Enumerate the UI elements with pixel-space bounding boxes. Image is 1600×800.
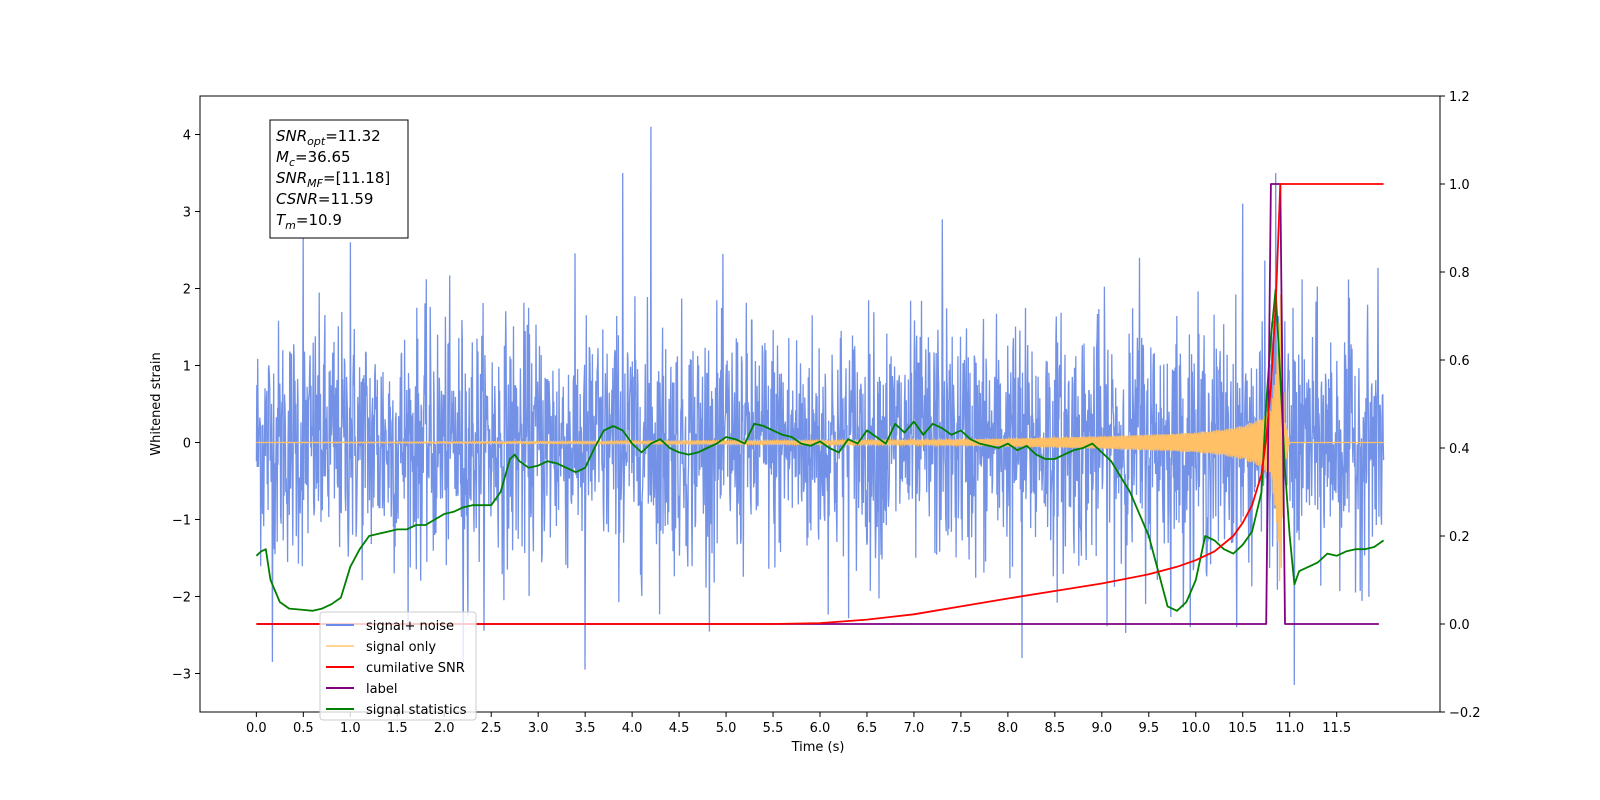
x-tick-label: 0.0 bbox=[246, 721, 267, 736]
y-right-tick-label: 0.8 bbox=[1449, 266, 1470, 281]
legend-label: cumilative SNR bbox=[366, 661, 465, 676]
y-left-tick-label: 4 bbox=[183, 129, 191, 144]
y-right-tick-label: 0.2 bbox=[1449, 530, 1470, 545]
y-left-tick-label: −3 bbox=[172, 668, 191, 683]
x-tick-label: 8.0 bbox=[998, 721, 1019, 736]
annotation-line: Tm=10.9 bbox=[276, 211, 342, 232]
legend-label: label bbox=[366, 682, 397, 697]
x-tick-label: 3.0 bbox=[528, 721, 549, 736]
x-tick-label: 1.5 bbox=[387, 721, 408, 736]
y-left-tick-label: 2 bbox=[183, 283, 191, 298]
annotation-box: SNRopt=11.32Mc=36.65SNRMF=[11.18]CSNR=11… bbox=[269, 119, 409, 239]
x-tick-label: 10.5 bbox=[1228, 721, 1257, 736]
x-tick-label: 1.0 bbox=[340, 721, 361, 736]
x-tick-label: 2.0 bbox=[434, 721, 455, 736]
plot-series bbox=[255, 126, 1385, 686]
x-tick-label: 0.5 bbox=[293, 721, 314, 736]
x-tick-label: 11.5 bbox=[1322, 721, 1351, 736]
y-right-tick-label: 0.4 bbox=[1449, 442, 1470, 457]
x-tick-label: 2.5 bbox=[481, 721, 502, 736]
x-tick-label: 5.5 bbox=[763, 721, 784, 736]
annotation-line: Mc=36.65 bbox=[276, 148, 351, 169]
x-tick-label: 8.5 bbox=[1045, 721, 1066, 736]
x-tick-label: 10.0 bbox=[1181, 721, 1210, 736]
x-tick-label: 9.5 bbox=[1138, 721, 1159, 736]
x-tick-label: 6.5 bbox=[857, 721, 878, 736]
y-right-tick-label: 1.0 bbox=[1449, 178, 1470, 193]
x-tick-label: 3.5 bbox=[575, 721, 596, 736]
x-tick-label: 9.0 bbox=[1091, 721, 1112, 736]
series-cumilative-snr bbox=[256, 183, 1384, 625]
y-axis-left: −3 −2 −1 0 1 2 3 4 bbox=[172, 129, 200, 683]
x-tick-label: 7.0 bbox=[904, 721, 925, 736]
y-left-tick-label: 1 bbox=[183, 360, 191, 375]
series-label bbox=[256, 183, 1379, 625]
y-axis-label: Whitened strain bbox=[149, 352, 164, 455]
x-tick-label: 6.0 bbox=[810, 721, 831, 736]
legend-label: signal only bbox=[366, 640, 436, 655]
y-left-tick-label: −2 bbox=[172, 591, 191, 606]
series-signal-statistics bbox=[255, 288, 1385, 612]
x-tick-label: 5.0 bbox=[716, 721, 737, 736]
y-left-tick-label: 3 bbox=[183, 206, 191, 221]
series-signal-noise bbox=[255, 126, 1385, 686]
x-tick-label: 4.5 bbox=[669, 721, 690, 736]
x-axis: 0.0 0.5 1.0 1.5 2.0 2.5 3.0 3.5 4.0 4.5 5.0 5.5 6.0 6… bbox=[246, 712, 1351, 736]
y-right-tick-label: 0.0 bbox=[1449, 618, 1470, 633]
x-tick-label: 11.0 bbox=[1275, 721, 1304, 736]
x-axis-label: Time (s) bbox=[791, 740, 845, 755]
annotation-line: CSNR=11.59 bbox=[276, 190, 373, 208]
y-left-tick-label: 0 bbox=[183, 437, 191, 452]
legend-label: signal statistics bbox=[366, 703, 467, 718]
y-right-tick-label: 0.6 bbox=[1449, 354, 1470, 369]
y-right-tick-label: −0.2 bbox=[1449, 706, 1481, 721]
legend: signal+ noise signal only cumilative SNR la… bbox=[319, 611, 477, 721]
legend-label: signal+ noise bbox=[366, 619, 454, 634]
annotation-line: SNRopt=11.32 bbox=[276, 127, 381, 148]
y-axis-right: −0.2 0.0 0.2 0.4 0.6 0.8 1.0 1.2 bbox=[1440, 90, 1481, 721]
x-tick-label: 7.5 bbox=[951, 721, 972, 736]
y-left-tick-label: −1 bbox=[172, 514, 191, 529]
x-tick-label: 4.0 bbox=[622, 721, 643, 736]
annotation-line: SNRMF=[11.18] bbox=[276, 169, 390, 190]
y-right-tick-label: 1.2 bbox=[1449, 90, 1470, 105]
